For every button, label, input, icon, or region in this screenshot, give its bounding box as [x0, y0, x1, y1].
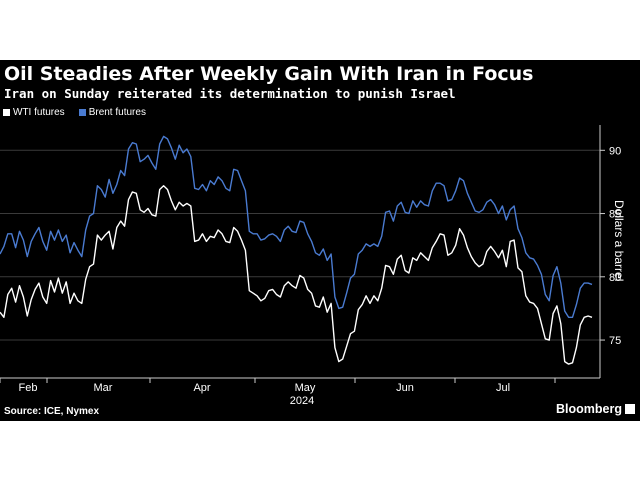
x-tick-label-mar: Mar [94, 382, 113, 394]
legend-label-brent: Brent futures [88, 107, 146, 118]
series-line-wti [0, 185, 593, 365]
chart-title: Oil Steadies After Weekly Gain With Iran… [4, 63, 534, 85]
legend-label-wti: WTI futures [13, 107, 65, 118]
x-tick-label-apr: Apr [193, 382, 210, 394]
source-note: Source: ICE, Nymex [4, 406, 100, 417]
brand-name: Bloomberg [556, 402, 622, 416]
y-tick-label-80: 80 [609, 272, 621, 284]
y-tick-label-85: 85 [609, 209, 621, 221]
x-tick-label-feb: Feb [19, 382, 38, 394]
x-tick-label-may: May [295, 382, 316, 394]
bloomberg-terminal-icon [624, 404, 635, 414]
y-tick-label-90: 90 [609, 145, 621, 157]
legend-item-brent: Brent futures [78, 107, 146, 118]
y-tick-label-75: 75 [609, 335, 621, 347]
legend-swatch-wti [3, 109, 10, 116]
series-line-brent [0, 135, 593, 318]
legend-swatch-brent [78, 109, 86, 116]
legend: WTI futures Brent futures [3, 107, 160, 118]
x-tick-label-jun: Jun [396, 382, 414, 394]
x-year-label: 2024 [290, 395, 314, 407]
y-axis-label: Dollars a barrel [612, 200, 626, 282]
brand-logo: Bloomberg [556, 402, 635, 416]
chart-subtitle: Iran on Sunday reiterated its determinat… [4, 86, 456, 101]
chart-panel [0, 60, 640, 421]
x-tick-label-jul: Jul [496, 382, 510, 394]
legend-item-wti: WTI futures [3, 107, 65, 118]
